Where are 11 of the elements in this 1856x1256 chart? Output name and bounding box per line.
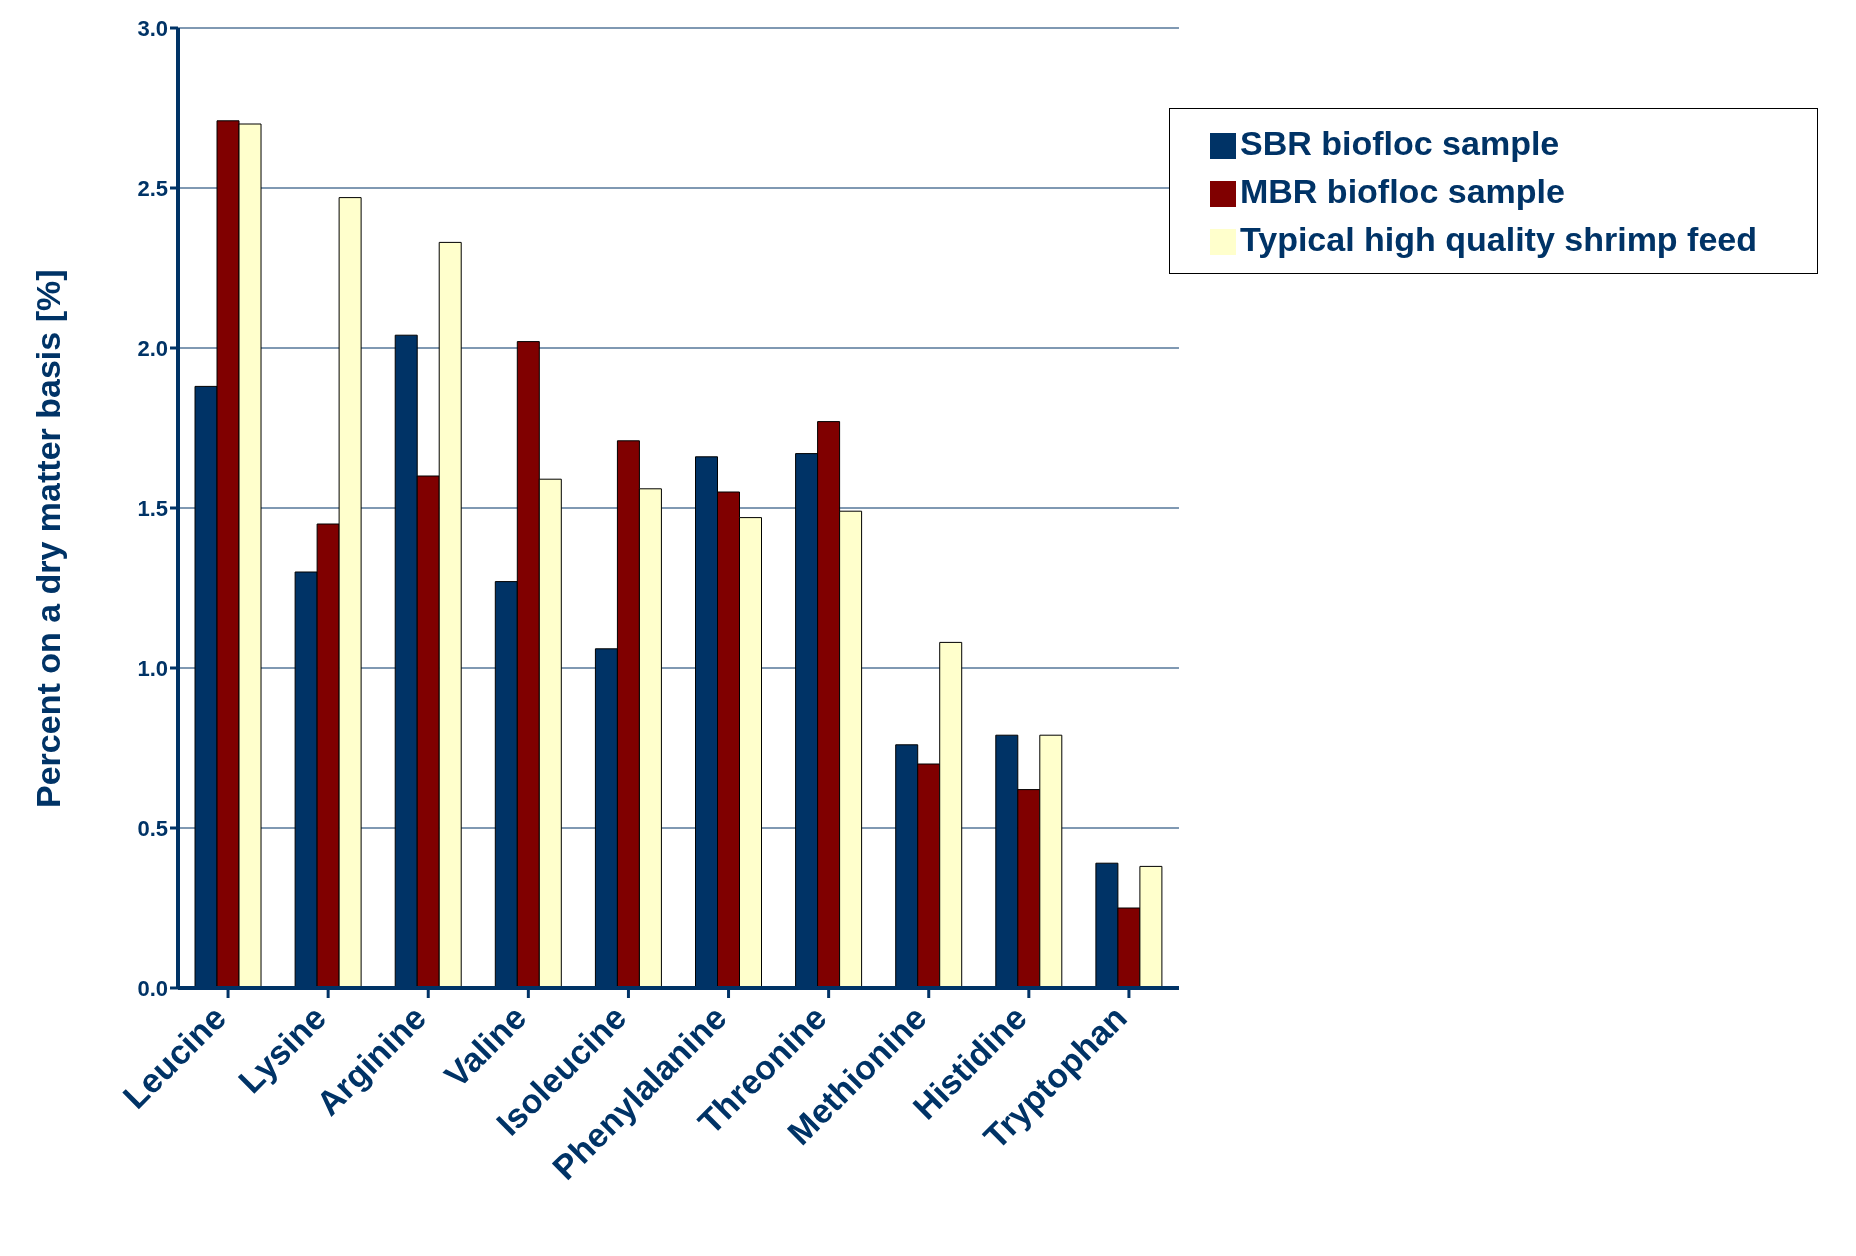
y-axis-title: Percent on a dry matter basis [%] [29, 269, 68, 808]
y-tick-label: 2.5 [137, 175, 168, 201]
y-tick-label: 0.5 [137, 815, 168, 841]
y-tick-label: 2.0 [137, 335, 168, 361]
y-tick-label: 1.5 [137, 495, 168, 521]
legend-label: Typical high quality shrimp feed [1239, 220, 1757, 258]
y-tick-label: 0.0 [137, 975, 168, 1001]
y-tick-label: 3.0 [137, 15, 168, 41]
y-tick-label: 1.0 [137, 655, 168, 681]
legend-label: SBR biofloc sample [1239, 124, 1560, 162]
legend-label: MBR biofloc sample [1239, 172, 1565, 210]
